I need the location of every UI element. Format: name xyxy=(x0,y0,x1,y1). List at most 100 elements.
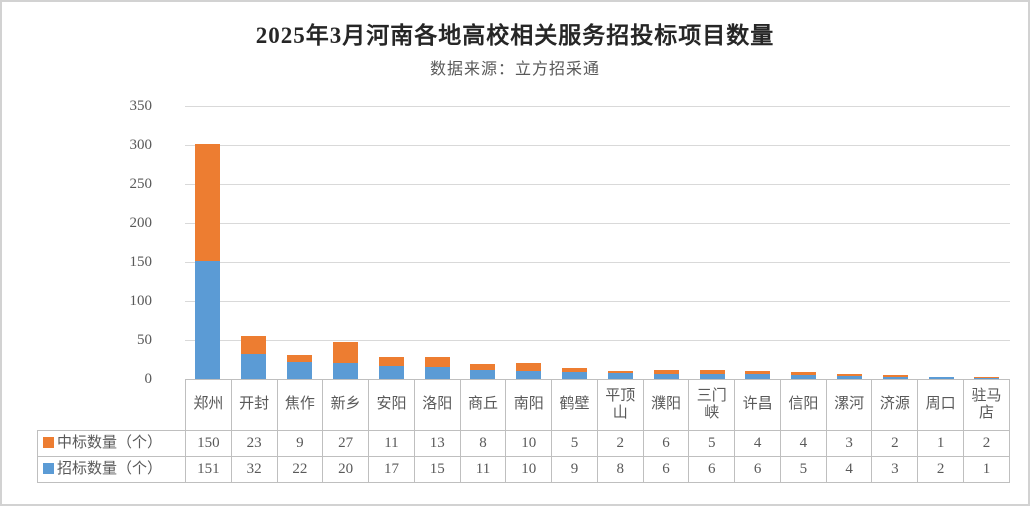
stacked-bar xyxy=(928,376,954,379)
category-header-cell: 三门峡 xyxy=(688,379,736,431)
y-axis-label: 0 xyxy=(144,371,153,387)
bar-segment-tender xyxy=(332,363,358,379)
bar-segment-win-bid xyxy=(287,354,313,362)
bar-segment-win-bid xyxy=(607,371,633,373)
gridline xyxy=(185,145,1010,146)
value-cell: 6 xyxy=(642,430,690,457)
bar-segment-tender xyxy=(516,371,542,379)
stacked-bar xyxy=(653,369,679,379)
bar-segment-tender xyxy=(470,370,496,379)
bar-segment-win-bid xyxy=(837,373,862,376)
value-cell: 6 xyxy=(688,456,736,483)
value-cell: 11 xyxy=(368,430,415,457)
stacked-bar xyxy=(699,370,725,379)
value-cell: 9 xyxy=(551,456,598,483)
stacked-bar xyxy=(378,357,404,379)
bar-segment-win-bid xyxy=(745,371,771,375)
value-cell: 5 xyxy=(779,456,827,483)
plot-area xyxy=(185,106,1010,380)
bar-column-14 xyxy=(781,106,827,379)
value-cell: 150 xyxy=(185,430,232,457)
series-row: 招标数量（个） 151 32 22 20 17 15 11 10 9 8 6 6 6 5 4 3 2 1 xyxy=(37,456,1010,483)
stacked-bar xyxy=(241,336,267,379)
value-cell: 23 xyxy=(230,430,278,457)
value-cell: 27 xyxy=(322,430,370,457)
y-axis-label: 350 xyxy=(129,98,153,114)
value-cell: 11 xyxy=(459,456,507,483)
series-row: 中标数量（个） 150 23 9 27 11 13 8 10 5 2 6 5 4 4 3 2 1 2 xyxy=(37,430,1010,457)
bar-column-1 xyxy=(185,106,231,379)
bar-column-9 xyxy=(552,106,598,379)
bar-segment-tender xyxy=(287,361,313,379)
value-cell: 17 xyxy=(368,456,415,483)
series-label-cell: 中标数量（个） xyxy=(37,430,186,457)
category-header-cell: 新乡 xyxy=(322,379,370,431)
stacked-bar xyxy=(332,342,358,379)
chart-subtitle: 数据来源：立方招采通 xyxy=(429,61,600,78)
category-header-cell: 鹤壁 xyxy=(551,379,598,431)
stacked-bar xyxy=(791,372,817,379)
data-table: 郑州 开封 焦作 新乡 安阳 洛阳 商丘 南阳 鹤壁 平顶山 濮阳 三门峡 许昌 信阳 漯河 济源 周口 驻马店中… xyxy=(37,379,1010,483)
stacked-bar xyxy=(516,363,542,379)
value-cell: 13 xyxy=(413,430,461,457)
bar-column-8 xyxy=(506,106,552,379)
value-cell: 1 xyxy=(963,456,1010,483)
bar-segment-tender xyxy=(241,354,267,379)
bar-segment-tender xyxy=(562,371,588,379)
bar-segment-tender xyxy=(699,374,725,379)
stacked-bar xyxy=(837,373,862,379)
bar-column-7 xyxy=(460,106,506,379)
value-cell: 32 xyxy=(230,456,278,483)
bar-series xyxy=(185,106,1010,379)
gridline xyxy=(185,223,1010,224)
value-cell: 5 xyxy=(551,430,598,457)
bar-column-6 xyxy=(414,106,460,379)
y-axis-label: 150 xyxy=(129,254,153,270)
value-cell: 2 xyxy=(963,430,1010,457)
y-axis-label: 300 xyxy=(129,137,153,153)
stacked-bar xyxy=(974,376,1000,379)
bar-segment-win-bid xyxy=(653,369,679,375)
bar-segment-tender xyxy=(195,261,221,379)
value-cell: 4 xyxy=(779,430,827,457)
stacked-bar xyxy=(424,357,450,379)
category-header-cell: 周口 xyxy=(917,379,965,431)
bar-segment-win-bid xyxy=(791,372,817,376)
bar-column-16 xyxy=(872,106,918,379)
category-header-cell: 开封 xyxy=(230,379,278,431)
category-header-cell: 济源 xyxy=(871,379,919,431)
bar-segment-win-bid xyxy=(424,357,450,368)
y-axis-label: 250 xyxy=(129,176,153,192)
bar-segment-win-bid xyxy=(378,357,404,366)
stacked-bar xyxy=(287,354,313,379)
bar-column-13 xyxy=(735,106,781,379)
bar-segment-win-bid xyxy=(974,376,1000,379)
category-header-row: 郑州 开封 焦作 新乡 安阳 洛阳 商丘 南阳 鹤壁 平顶山 濮阳 三门峡 许昌 信阳 漯河 济源 周口 驻马店 xyxy=(38,379,1010,431)
bar-segment-win-bid xyxy=(332,342,358,364)
stacked-bar xyxy=(562,368,588,379)
bar-segment-tender xyxy=(653,374,679,379)
series-name: 招标数量（个） xyxy=(57,460,163,477)
value-cell: 2 xyxy=(917,456,965,483)
gridline xyxy=(185,106,1010,107)
category-header-cell: 商丘 xyxy=(459,379,507,431)
bar-column-15 xyxy=(827,106,873,379)
value-cell: 20 xyxy=(322,456,370,483)
bar-segment-win-bid xyxy=(562,368,588,372)
category-header-cell: 信阳 xyxy=(779,379,827,431)
value-cell: 9 xyxy=(276,430,324,457)
bar-column-3 xyxy=(277,106,323,379)
y-axis-label: 50 xyxy=(137,332,152,348)
bar-column-11 xyxy=(643,106,689,379)
legend-swatch-win-bid xyxy=(43,436,54,448)
value-cell: 10 xyxy=(505,430,553,457)
gridline xyxy=(185,184,1010,185)
value-cell: 22 xyxy=(276,456,324,483)
value-cell: 15 xyxy=(413,456,461,483)
value-cell: 151 xyxy=(185,456,232,483)
bar-column-18 xyxy=(964,106,1010,379)
bar-column-17 xyxy=(918,106,964,379)
value-cell: 2 xyxy=(871,430,919,457)
bar-column-4 xyxy=(322,106,368,379)
gridline xyxy=(185,340,1010,341)
